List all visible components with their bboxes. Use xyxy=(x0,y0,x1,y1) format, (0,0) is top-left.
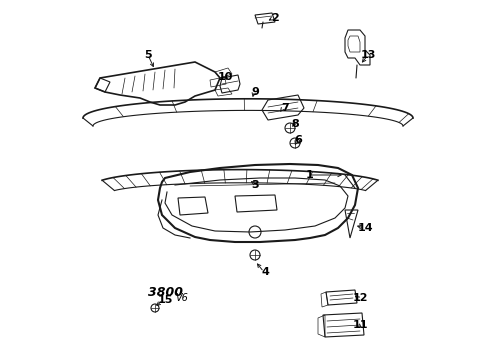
Text: 2: 2 xyxy=(271,13,279,23)
Text: 13: 13 xyxy=(360,50,376,60)
Text: V6: V6 xyxy=(175,293,188,303)
Text: 15: 15 xyxy=(157,295,172,305)
Text: 9: 9 xyxy=(251,87,259,97)
Text: 10: 10 xyxy=(217,72,233,82)
Text: 3800: 3800 xyxy=(148,285,183,298)
Text: 6: 6 xyxy=(294,135,302,145)
Text: 4: 4 xyxy=(261,267,269,277)
Text: 8: 8 xyxy=(291,119,299,129)
Text: 1: 1 xyxy=(306,170,314,180)
Text: 3: 3 xyxy=(251,180,259,190)
Text: 11: 11 xyxy=(352,320,368,330)
Text: 5: 5 xyxy=(144,50,152,60)
Text: 7: 7 xyxy=(281,103,289,113)
Text: 12: 12 xyxy=(352,293,368,303)
Text: 14: 14 xyxy=(357,223,373,233)
